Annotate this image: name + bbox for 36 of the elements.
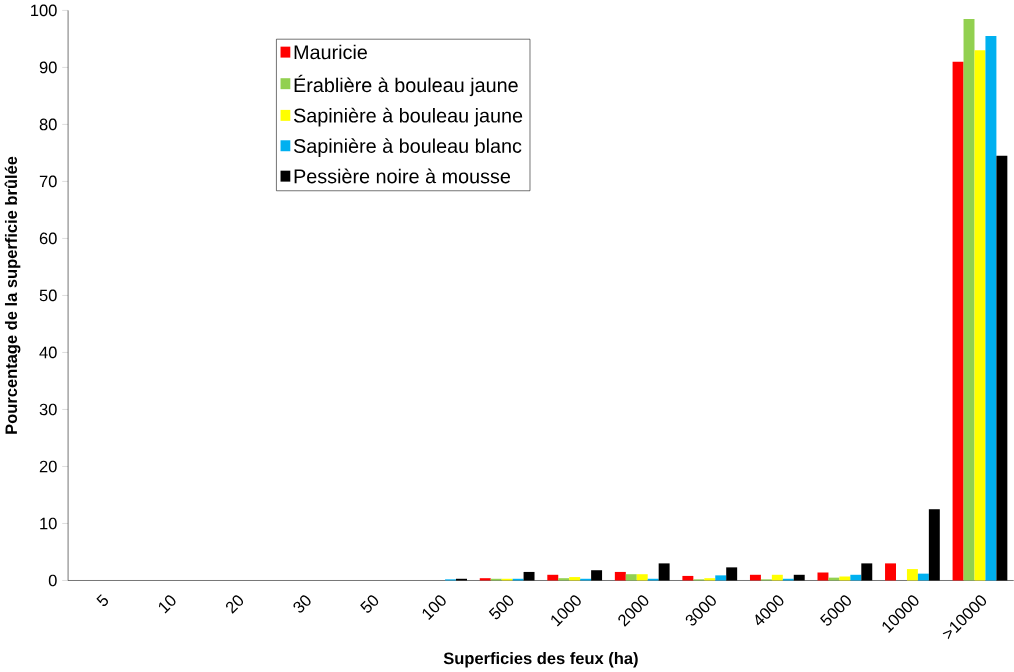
x-tick-label: 10 bbox=[158, 595, 176, 614]
bar bbox=[906, 569, 918, 581]
bar bbox=[636, 574, 648, 581]
y-tick-label: 90 bbox=[39, 61, 57, 74]
y-tick-label: 80 bbox=[39, 118, 57, 131]
legend-label: Pessière noire à mousse bbox=[294, 168, 511, 184]
bar bbox=[625, 574, 637, 581]
y-axis-title: Pourcentage de la superficie brûlée bbox=[4, 156, 21, 434]
legend-label: Sapinière à bouleau blanc bbox=[293, 138, 522, 157]
bar bbox=[715, 575, 727, 581]
bar bbox=[952, 61, 964, 581]
bar bbox=[985, 36, 997, 581]
bar bbox=[614, 571, 626, 581]
x-axis-title: Superficies des feux (ha) bbox=[443, 652, 638, 668]
bar bbox=[974, 50, 986, 581]
legend-label: Érablière à bouleau jaune bbox=[294, 74, 518, 97]
x-tick-label: 100 bbox=[422, 595, 446, 620]
x-tick-label: 30 bbox=[293, 595, 311, 613]
y-tick-label: 40 bbox=[39, 346, 57, 359]
bar bbox=[839, 576, 851, 581]
bar bbox=[963, 18, 975, 581]
y-tick-label: 20 bbox=[39, 460, 57, 473]
y-tick-label: 100 bbox=[31, 4, 57, 17]
y-tick-label: 0 bbox=[48, 574, 57, 587]
bar bbox=[885, 563, 896, 581]
legend-label: Sapinière à bouleau jaune bbox=[293, 107, 523, 127]
x-tick-label: 20 bbox=[225, 595, 244, 614]
x-tick-label: 50 bbox=[360, 595, 379, 613]
x-tick-label: 500 bbox=[488, 595, 514, 620]
y-tick-label: 30 bbox=[39, 403, 57, 416]
y-tick-label: 50 bbox=[39, 289, 57, 302]
y-tick-label: 60 bbox=[39, 232, 57, 245]
y-tick-label: 70 bbox=[39, 175, 57, 188]
y-tick-label: 10 bbox=[40, 517, 57, 530]
legend-label: Mauricie bbox=[294, 44, 367, 60]
x-tick-label: 5 bbox=[96, 594, 109, 607]
